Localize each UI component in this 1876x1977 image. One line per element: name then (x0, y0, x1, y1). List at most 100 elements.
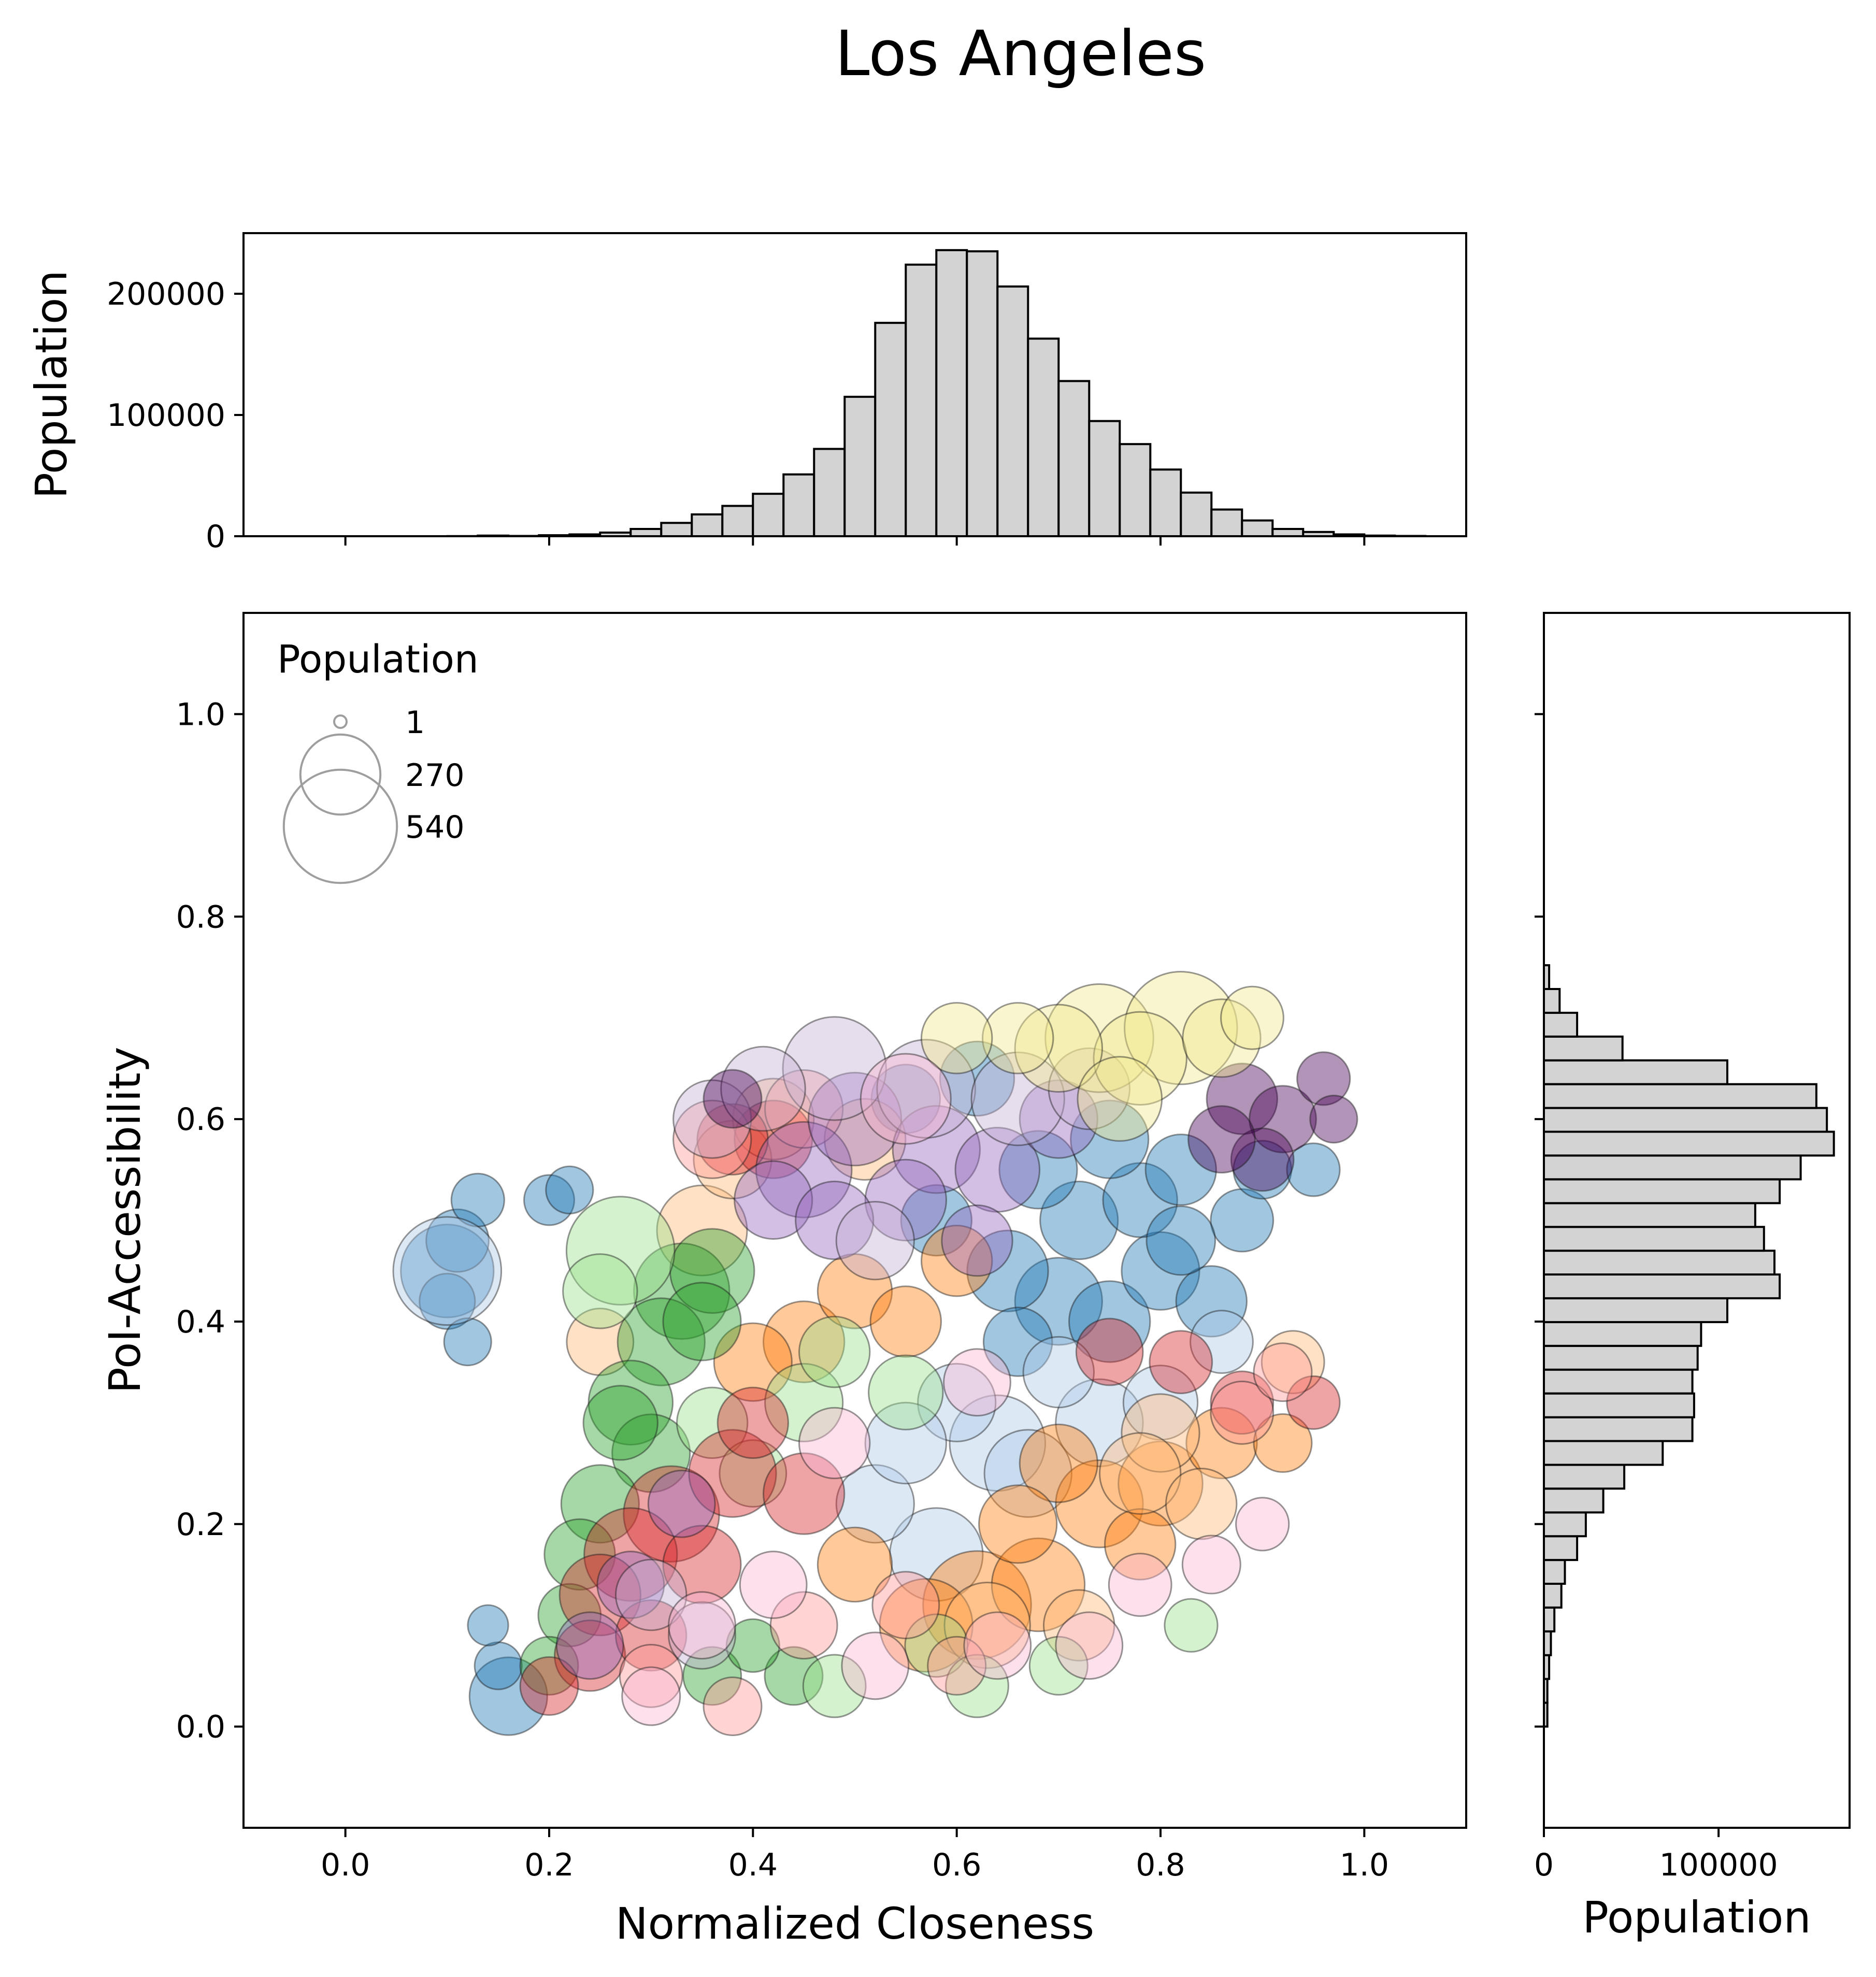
scatter-point (672, 1099, 752, 1179)
scatter-y-ticks: 0.0 0.2 0.4 0.6 0.8 1.0 (176, 696, 244, 1745)
scatter-point (939, 1040, 1015, 1117)
scatter-point (869, 1285, 942, 1358)
scatter-point (1210, 1188, 1274, 1253)
scatter-point (676, 1386, 749, 1459)
scatter-point (1014, 1004, 1104, 1093)
scatter-point (688, 1429, 777, 1518)
scatter-point (1185, 1407, 1258, 1480)
scatter-point (1181, 1535, 1241, 1595)
right-histogram-bar (1543, 1440, 1664, 1466)
right-histogram-bar (1543, 1035, 1624, 1062)
scatter-point (982, 1002, 1054, 1075)
scatter-point (519, 1656, 579, 1716)
scatter-point (1048, 1047, 1131, 1130)
scatter-point (566, 1308, 635, 1376)
scatter-point (582, 1385, 658, 1461)
scatter-point (719, 1439, 787, 1508)
scatter-point (717, 1386, 790, 1459)
scatter-point (693, 1120, 772, 1199)
x-tick-label: 0.6 (932, 1847, 981, 1883)
right-histogram-bar (1543, 1297, 1728, 1323)
scatter-point (1145, 1205, 1216, 1276)
scatter-point (392, 1216, 503, 1326)
scatter-point (900, 1184, 973, 1257)
right-histogram-x-label: Population (1582, 1892, 1811, 1943)
scatter-point (764, 1363, 844, 1442)
scatter-point (583, 1507, 678, 1602)
right-histogram-bar (1543, 1392, 1695, 1419)
scatter-point (1043, 1589, 1115, 1661)
scatter-point (864, 1401, 948, 1485)
right-histogram-frame (1543, 612, 1851, 1829)
top-histogram-bar (1088, 420, 1121, 538)
scatter-point (1068, 1280, 1151, 1363)
scatter-point (943, 1582, 1031, 1669)
scatter-point (824, 1098, 907, 1181)
top-histogram-bar (721, 505, 754, 537)
y-tick-label: 1.0 (176, 696, 225, 733)
right-histogram-bar (1543, 1178, 1781, 1205)
right-histogram-bar (1543, 1344, 1699, 1371)
scatter-point (755, 1121, 853, 1219)
y-tick-label: 0.4 (176, 1304, 225, 1340)
scatter-point (732, 1078, 815, 1161)
top-histogram-bar (1027, 337, 1060, 537)
y-tick-label: 0.6 (176, 1101, 225, 1138)
scatter-point (562, 1253, 638, 1329)
scatter-points (392, 971, 1358, 1736)
scatter-point (876, 1039, 976, 1139)
scatter-x-label: Normalized Closeness (615, 1898, 1094, 1949)
scatter-point (468, 1656, 548, 1736)
right-histogram-bar (1543, 1368, 1694, 1395)
scatter-point (868, 1354, 944, 1430)
top-histogram-bar (966, 250, 999, 538)
right-histogram-bar (1543, 1559, 1566, 1585)
right-histogram-bar (1543, 988, 1561, 1014)
right-histogram-bar (1543, 1511, 1587, 1538)
scatter-point (400, 1224, 495, 1319)
top-histogram-bar (1180, 491, 1213, 537)
top-histogram-bar (1241, 519, 1274, 537)
top-histogram-bar (660, 522, 693, 537)
scatter-point (769, 1591, 838, 1660)
right-histogram-bar (1543, 1535, 1579, 1561)
x-tick-label: 0.8 (1136, 1847, 1185, 1883)
right-histogram-bar (1543, 1321, 1702, 1347)
scatter-x-ticks: 0.0 0.2 0.4 0.6 0.8 1.0 (321, 1828, 1389, 1883)
scatter-point (879, 1578, 973, 1673)
x-tick-label: 0.2 (524, 1847, 574, 1883)
scatter-point (1175, 1265, 1248, 1338)
scatter-point (1190, 1310, 1254, 1374)
scatter-point (615, 1558, 688, 1631)
right-histogram-bar (1543, 1583, 1563, 1609)
legend-title: Population (277, 637, 479, 682)
scatter-point (1286, 1142, 1341, 1197)
scatter-point (1233, 1140, 1293, 1200)
scatter-point (1121, 1231, 1200, 1311)
top-histogram-bar (1271, 528, 1305, 537)
scatter-point (817, 1526, 893, 1603)
scatter-point (523, 1174, 575, 1226)
scatter-point (982, 1307, 1053, 1377)
scatter-point (1165, 1468, 1238, 1540)
scatter-point (682, 1646, 742, 1706)
scatter-point (1249, 1085, 1317, 1154)
top-histogram-bar (752, 493, 785, 537)
scatter-point (703, 1069, 763, 1129)
right-histogram-bar (1543, 1202, 1756, 1228)
scatter-point (1102, 1162, 1178, 1238)
top-histogram-bar (905, 263, 938, 537)
right-histogram-bar (1543, 1011, 1579, 1038)
scatter-point (1055, 1378, 1144, 1468)
scatter-point (963, 1611, 1032, 1680)
top-histogram: 0 100000 200000 Population (26, 232, 1467, 555)
scatter-point (419, 1272, 476, 1330)
scatter-point (917, 1363, 997, 1442)
top-histogram-y-ticks: 0 100000 200000 (107, 276, 244, 555)
scatter-point (860, 1053, 952, 1145)
scatter-point (889, 1507, 984, 1602)
scatter-point (1261, 1330, 1325, 1395)
scatter-point (1118, 1440, 1204, 1527)
scatter-point (1210, 1370, 1274, 1435)
